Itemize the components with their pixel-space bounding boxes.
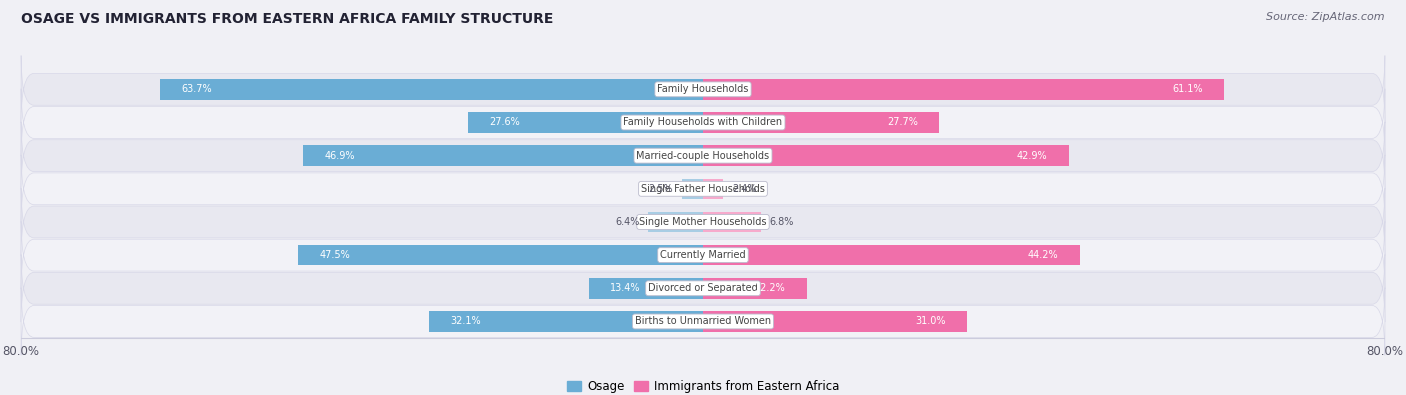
Text: Family Households: Family Households bbox=[658, 85, 748, 94]
FancyBboxPatch shape bbox=[21, 254, 1385, 322]
Text: 46.9%: 46.9% bbox=[325, 150, 356, 161]
Text: OSAGE VS IMMIGRANTS FROM EASTERN AFRICA FAMILY STRUCTURE: OSAGE VS IMMIGRANTS FROM EASTERN AFRICA … bbox=[21, 12, 554, 26]
FancyBboxPatch shape bbox=[21, 155, 1385, 223]
Bar bbox=[703, 212, 761, 232]
Text: 27.6%: 27.6% bbox=[489, 117, 520, 128]
Bar bbox=[703, 179, 724, 199]
Legend: Osage, Immigrants from Eastern Africa: Osage, Immigrants from Eastern Africa bbox=[567, 380, 839, 393]
Text: Single Mother Households: Single Mother Households bbox=[640, 217, 766, 227]
Bar bbox=[703, 245, 1080, 265]
Bar bbox=[703, 145, 1069, 166]
Text: 6.8%: 6.8% bbox=[769, 217, 794, 227]
Text: Births to Unmarried Women: Births to Unmarried Women bbox=[636, 316, 770, 326]
Text: Divorced or Separated: Divorced or Separated bbox=[648, 283, 758, 293]
FancyBboxPatch shape bbox=[21, 288, 1385, 355]
Bar bbox=[160, 79, 703, 100]
Text: 27.7%: 27.7% bbox=[887, 117, 918, 128]
Bar bbox=[703, 79, 1223, 100]
FancyBboxPatch shape bbox=[21, 122, 1385, 190]
Bar bbox=[648, 212, 703, 232]
Text: Currently Married: Currently Married bbox=[661, 250, 745, 260]
Bar bbox=[304, 145, 703, 166]
Text: Source: ZipAtlas.com: Source: ZipAtlas.com bbox=[1267, 12, 1385, 22]
Text: 31.0%: 31.0% bbox=[915, 316, 946, 326]
Text: 47.5%: 47.5% bbox=[319, 250, 350, 260]
FancyBboxPatch shape bbox=[21, 88, 1385, 156]
Bar bbox=[589, 278, 703, 299]
Text: 44.2%: 44.2% bbox=[1028, 250, 1059, 260]
Text: 2.4%: 2.4% bbox=[733, 184, 756, 194]
FancyBboxPatch shape bbox=[21, 221, 1385, 289]
Bar bbox=[682, 179, 703, 199]
Text: 12.2%: 12.2% bbox=[755, 283, 786, 293]
Bar bbox=[703, 311, 967, 332]
Text: 2.5%: 2.5% bbox=[648, 184, 673, 194]
Text: 13.4%: 13.4% bbox=[610, 283, 641, 293]
Bar bbox=[429, 311, 703, 332]
Text: Single Father Households: Single Father Households bbox=[641, 184, 765, 194]
Text: 42.9%: 42.9% bbox=[1017, 150, 1047, 161]
Text: 6.4%: 6.4% bbox=[616, 217, 640, 227]
Text: Family Households with Children: Family Households with Children bbox=[623, 117, 783, 128]
Bar bbox=[468, 112, 703, 133]
Bar bbox=[298, 245, 703, 265]
Text: 63.7%: 63.7% bbox=[181, 85, 212, 94]
Bar bbox=[703, 278, 807, 299]
Bar bbox=[703, 112, 939, 133]
Text: 32.1%: 32.1% bbox=[451, 316, 481, 326]
FancyBboxPatch shape bbox=[21, 188, 1385, 256]
FancyBboxPatch shape bbox=[21, 56, 1385, 123]
Text: Married-couple Households: Married-couple Households bbox=[637, 150, 769, 161]
Text: 61.1%: 61.1% bbox=[1173, 85, 1202, 94]
